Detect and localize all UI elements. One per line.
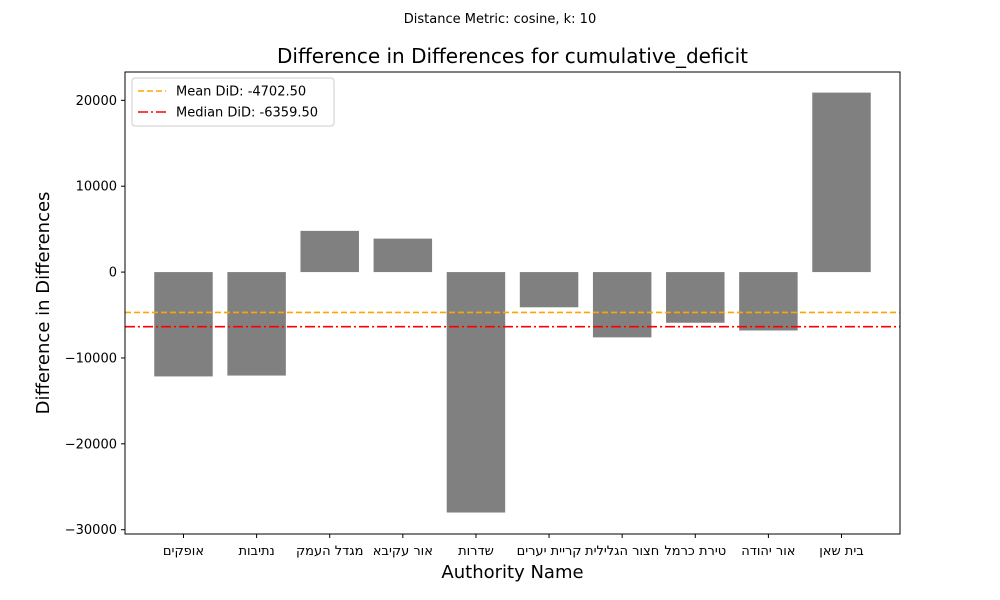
- bar: [227, 272, 286, 376]
- legend-label: Median DiD: -6359.50: [176, 106, 318, 121]
- bar: [812, 92, 871, 273]
- bar: [446, 272, 506, 513]
- x-tick-label: אור עקיבא: [373, 544, 433, 559]
- x-tick-label: שדרות: [458, 544, 494, 559]
- legend-label: Mean DiD: -4702.50: [176, 85, 306, 100]
- bar: [739, 272, 798, 331]
- x-tick-label: קריית יערים: [517, 544, 582, 559]
- x-tick-label: אופקים: [163, 544, 204, 559]
- axes-frame: [124, 71, 901, 535]
- chart-title: Difference in Differences for cumulative…: [277, 44, 748, 68]
- y-tick-label: −10000: [65, 351, 117, 366]
- x-tick-label: טירת כרמל: [664, 544, 726, 559]
- bar: [519, 272, 579, 308]
- x-tick-label: בית שאן: [819, 544, 864, 559]
- legend: Mean DiD: -4702.50 Median DiD: -6359.50: [131, 77, 335, 127]
- x-tick-label: חצור הגלילית: [585, 544, 659, 559]
- bar: [592, 272, 652, 338]
- y-tick-label: −30000: [65, 523, 117, 538]
- bar: [373, 238, 433, 273]
- y-tick-label: 10000: [76, 180, 117, 195]
- y-axis-label: Difference in Differences: [33, 192, 54, 415]
- plot-area: −30000 −20000 −10000 0 10000 20000 אופקים נתיבו…: [65, 92, 900, 559]
- bar: [666, 272, 725, 323]
- legend-box: [131, 77, 335, 127]
- x-tick-label: נתיבות: [238, 544, 274, 559]
- x-tick-label: מגדל העמק: [296, 544, 364, 559]
- x-axis-label: Authority Name: [441, 562, 583, 583]
- bar: [300, 230, 359, 273]
- chart-suptitle: Distance Metric: cosine, k: 10: [404, 12, 596, 27]
- y-tick-label: −20000: [65, 437, 117, 452]
- x-tick-label: אור יהודה: [741, 544, 795, 559]
- y-tick-label: 0: [109, 266, 117, 281]
- bar: [154, 272, 213, 377]
- y-tick-label: 20000: [76, 94, 117, 109]
